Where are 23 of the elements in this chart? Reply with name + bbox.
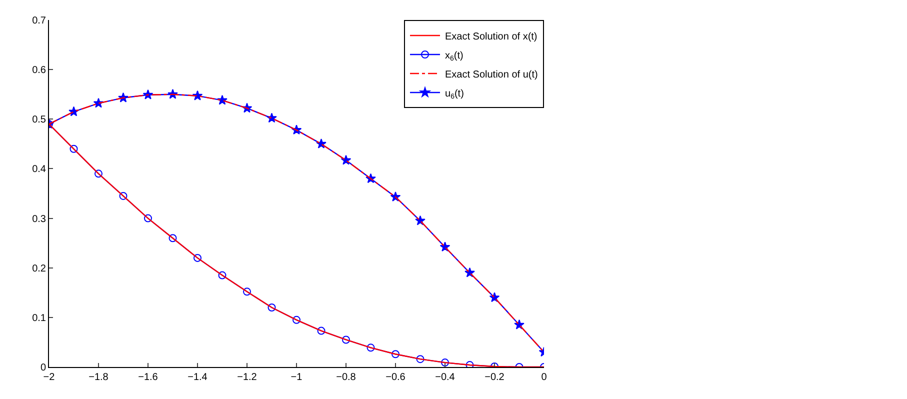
y-tick-label: 0.6 bbox=[32, 65, 46, 76]
y-tick-label: 0.1 bbox=[32, 312, 46, 324]
y-tick-label: 0.5 bbox=[32, 114, 46, 126]
x-tick-label: −0.4 bbox=[435, 372, 456, 383]
x-tick-label: −2 bbox=[43, 372, 56, 383]
x-tick-label: −1.6 bbox=[138, 372, 158, 383]
x-tick-label: 0 bbox=[541, 372, 548, 383]
legend-label: u$_{6}$(t) bbox=[445, 88, 464, 100]
x-tick-label: −0.2 bbox=[484, 372, 505, 383]
x-tick-label: −1.4 bbox=[188, 372, 208, 383]
legend-label: Exact Solution of u(t) bbox=[445, 69, 538, 80]
x-tick-label: −0.8 bbox=[336, 372, 356, 383]
x-tick-label: −1.2 bbox=[237, 372, 258, 383]
x-tick-label: −1.8 bbox=[88, 372, 109, 383]
y-tick-label: 0.3 bbox=[32, 214, 46, 225]
x-tick-label: −0.6 bbox=[386, 372, 406, 383]
y-tick-label: 0.2 bbox=[32, 263, 46, 274]
y-tick-label: 0 bbox=[40, 362, 46, 374]
y-tick-label: 0.4 bbox=[32, 164, 46, 176]
legend-label: Exact Solution of x(t) bbox=[445, 31, 538, 42]
x-tick-label: −1 bbox=[290, 372, 303, 383]
y-tick-label: 0.7 bbox=[32, 16, 46, 26]
legend-label: x$_{6}$(t) bbox=[445, 50, 464, 62]
